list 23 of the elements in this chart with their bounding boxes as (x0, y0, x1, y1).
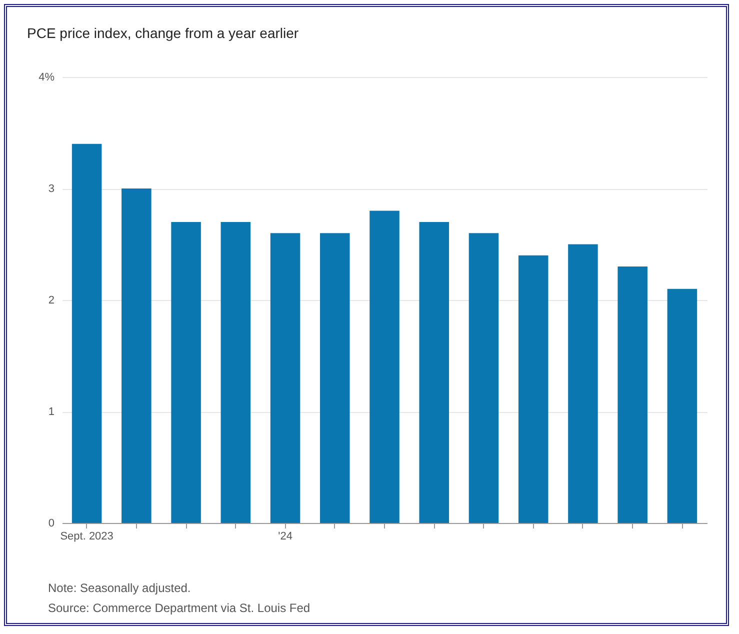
bar (518, 255, 548, 523)
y-tick-label: 1 (48, 406, 54, 418)
bar (220, 222, 251, 523)
y-tick-label: 3 (48, 183, 54, 195)
x-tick-label: '24 (278, 530, 292, 542)
bar (270, 233, 300, 523)
bar (618, 266, 648, 523)
bar (419, 222, 449, 523)
bar (568, 244, 598, 523)
text: Note: Seasonally adjusted. (48, 580, 192, 597)
bar (122, 188, 152, 523)
bar (171, 222, 201, 523)
bar (72, 144, 102, 523)
bar (667, 288, 698, 523)
x-tick-label: Sept. 2023 (60, 530, 114, 542)
y-tick-label: 4% (38, 72, 55, 84)
source-note: Source: Commerce Department via St. Louis Fed (48, 600, 310, 617)
chart-title: PCE price index, change from a year earlier (27, 25, 299, 41)
y-tick-label: 0 (48, 518, 54, 530)
y-tick-label: 2 (48, 294, 54, 306)
bar (320, 233, 350, 523)
bar (468, 233, 499, 523)
bar (370, 210, 400, 523)
